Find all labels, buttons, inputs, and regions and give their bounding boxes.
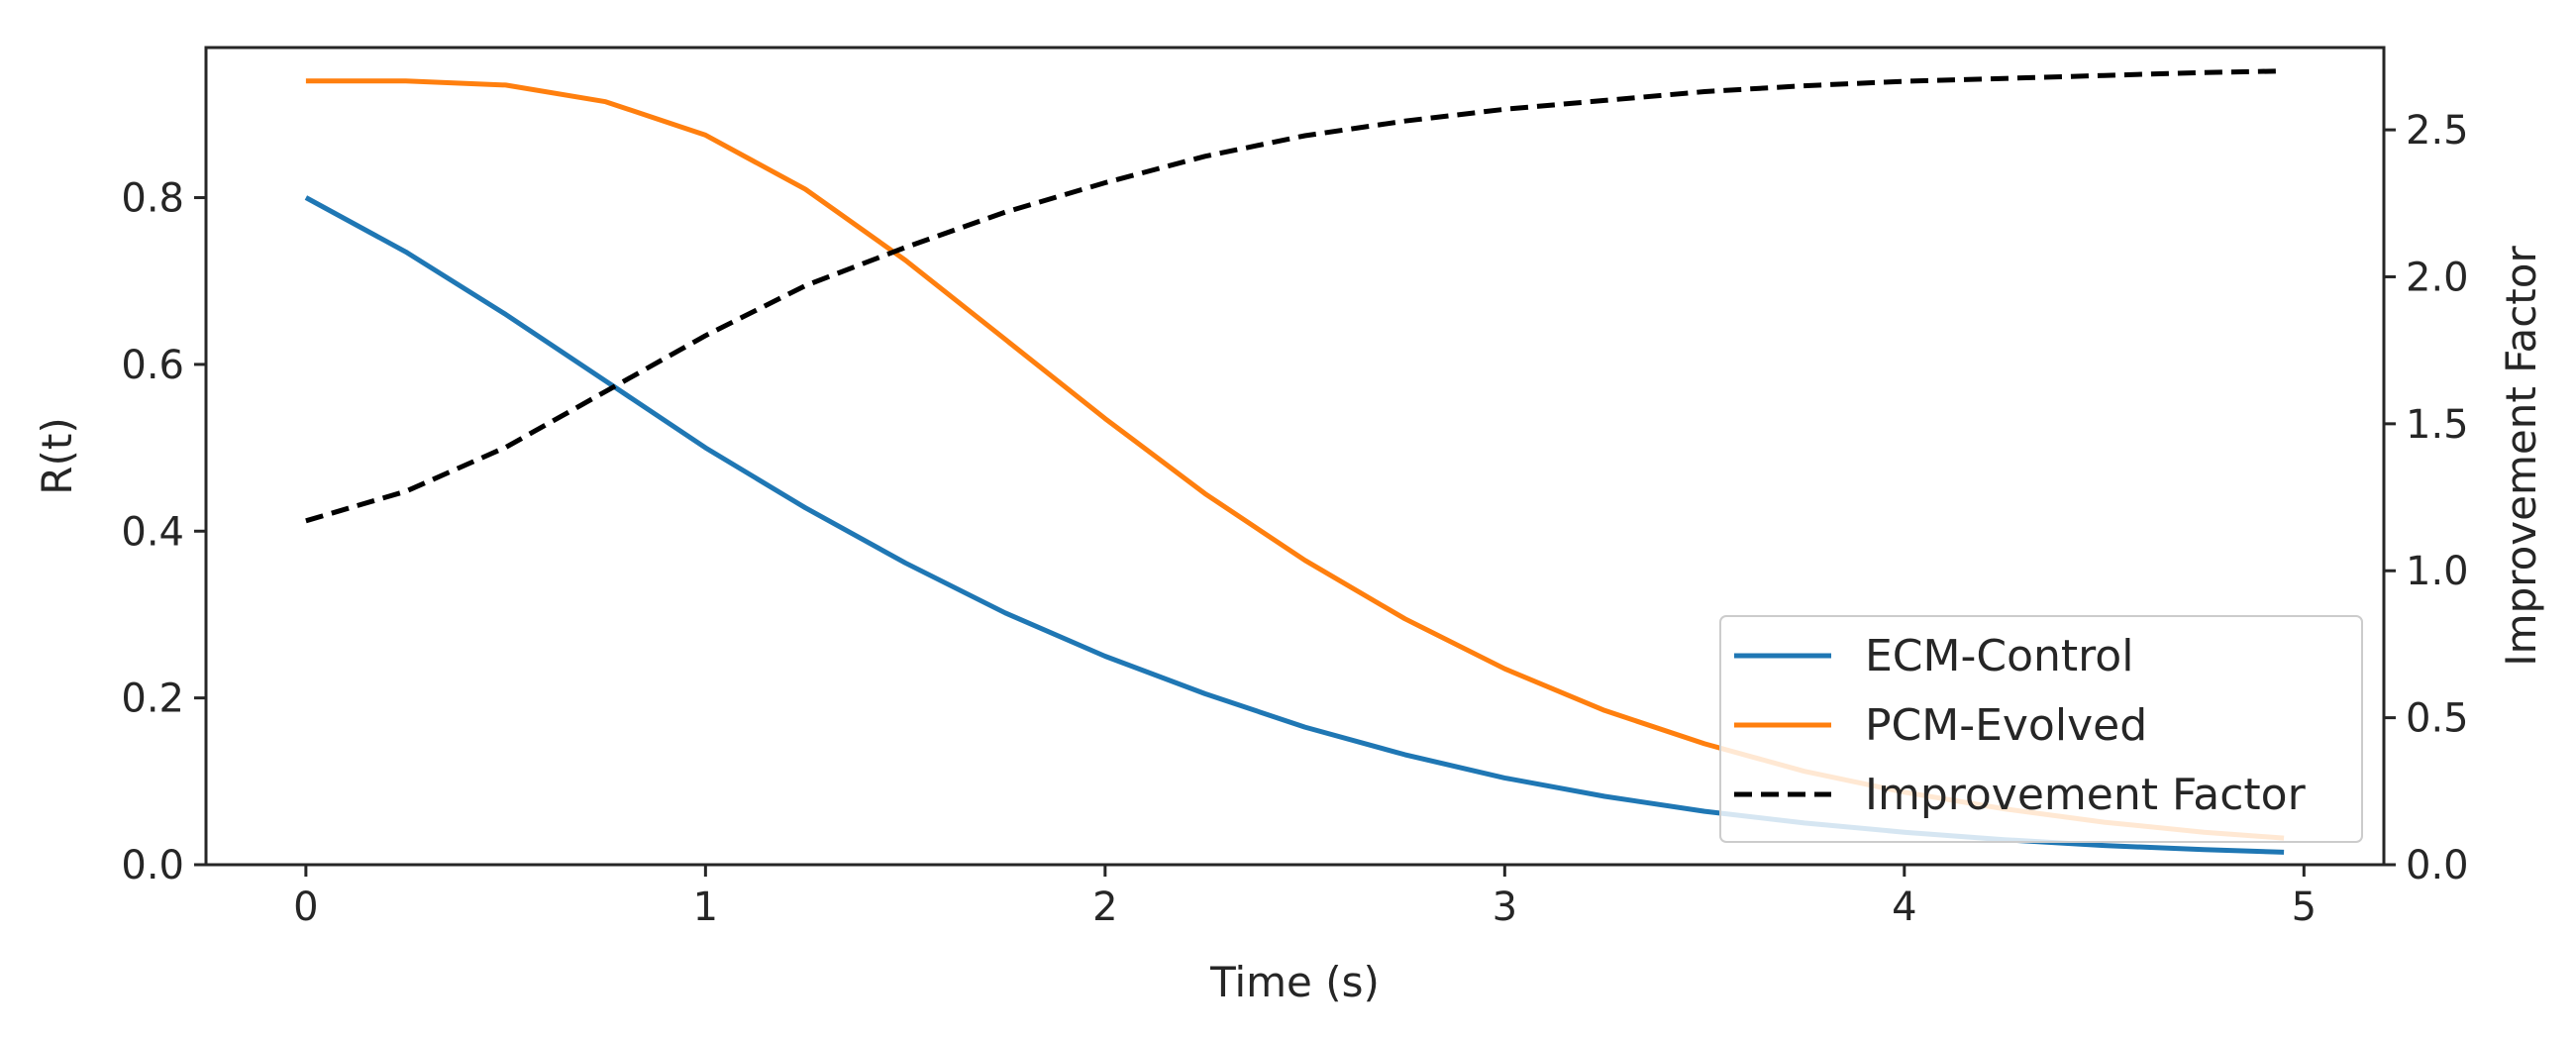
y2-tick-label: 2.5 bbox=[2406, 108, 2469, 154]
y-axis-ticks: 0.0 0.2 0.4 0.6 0.8 bbox=[121, 176, 206, 888]
x-axis-label: Time (s) bbox=[1209, 958, 1380, 1006]
y2-tick-label: 1.0 bbox=[2406, 549, 2469, 594]
series-line-improvement-factor bbox=[305, 68, 2285, 524]
y-tick-label: 0.4 bbox=[121, 509, 184, 555]
legend-box bbox=[1719, 615, 2363, 843]
y2-tick-label: 0.5 bbox=[2406, 696, 2469, 742]
legend-label-improvement-factor: Improvement Factor bbox=[1865, 770, 2307, 820]
y2-tick-label: 0.0 bbox=[2406, 843, 2469, 888]
x-tick-label: 5 bbox=[2292, 885, 2317, 930]
y-axis-label: R(t) bbox=[33, 417, 81, 494]
legend-label-pcm-evolved: PCM-Evolved bbox=[1865, 700, 2147, 751]
y-tick-label: 0.8 bbox=[121, 176, 184, 222]
y2-tick-label: 1.5 bbox=[2406, 402, 2469, 448]
y-tick-label: 0.6 bbox=[121, 343, 184, 388]
y2-tick-label: 2.0 bbox=[2406, 255, 2469, 300]
axes-frame bbox=[204, 46, 2386, 867]
legend-label-ecm-control: ECM-Control bbox=[1865, 631, 2133, 681]
x-tick-label: 4 bbox=[1892, 885, 1916, 930]
x-tick-label: 2 bbox=[1092, 885, 1117, 930]
x-tick-label: 1 bbox=[693, 885, 718, 930]
y-tick-label: 0.2 bbox=[121, 677, 184, 722]
x-tick-label: 3 bbox=[1493, 885, 1517, 930]
y2-axis-label: Improvement Factor bbox=[2497, 246, 2545, 667]
legend: ECM-Control PCM-Evolved Improvement Fact… bbox=[1719, 615, 2363, 843]
y-tick-label: 0.0 bbox=[121, 843, 184, 888]
x-axis-ticks: 0 1 2 3 4 5 bbox=[293, 865, 2317, 930]
x-tick-label: 0 bbox=[293, 885, 318, 930]
y2-axis-ticks: 0.0 0.5 1.0 1.5 2.0 2.5 bbox=[2384, 108, 2469, 888]
